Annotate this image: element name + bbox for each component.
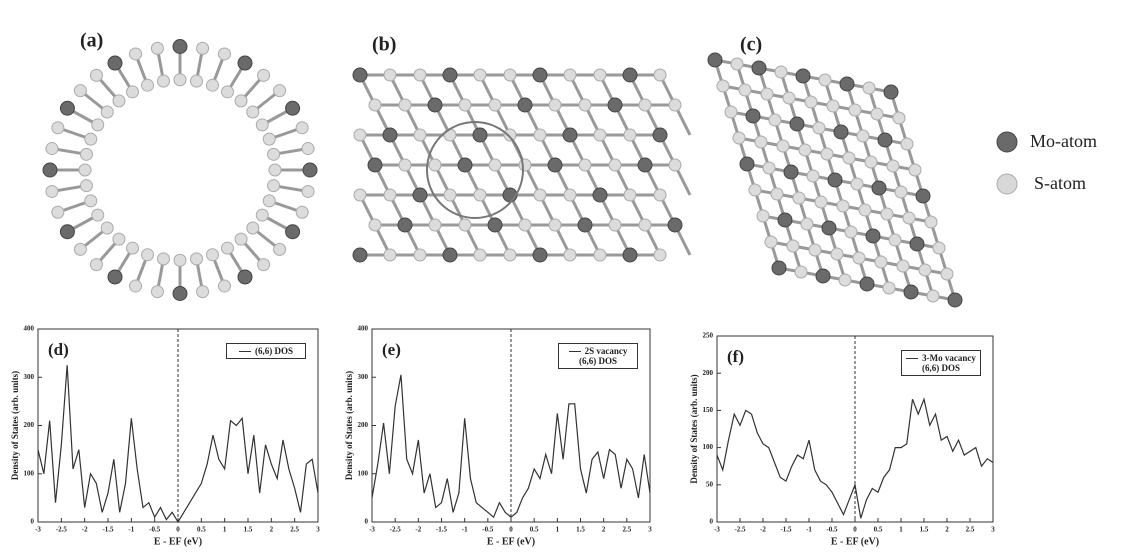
y-tick-label: 250 xyxy=(703,332,714,340)
x-tick-label: -2 xyxy=(760,526,766,534)
x-tick-label: 1 xyxy=(899,526,903,534)
legend-swatch xyxy=(239,351,251,352)
x-axis-label: E - EF (eV) xyxy=(831,536,879,547)
x-tick-label: -2.5 xyxy=(734,526,746,534)
y-tick-label: 200 xyxy=(703,369,714,377)
y-axis-label: Density of States (arb. units) xyxy=(689,374,699,483)
x-tick-label: -1 xyxy=(806,526,812,534)
y-tick-label: 0 xyxy=(710,518,714,526)
figure: (a) (b) (c) Mo-atom S-atom 0100200300400… xyxy=(0,0,1123,555)
chart-label: (f) xyxy=(727,347,744,366)
dos-chart: 0 50 100 150 200 250 -3 -2.5 -2 -1.5 -1 -0.5 0 0.5 1 1.… xyxy=(0,0,1123,555)
x-tick-label: -3 xyxy=(714,526,720,534)
legend-label: 3-Mo vacancy (6,6) DOS xyxy=(922,353,976,373)
legend-box: (6,6) DOS xyxy=(226,343,306,359)
x-tick-label: 1.5 xyxy=(920,526,929,534)
x-tick-label: 3 xyxy=(991,526,995,534)
legend-label: 2S vacancy (6,6) DOS xyxy=(579,346,627,366)
x-tick-label: -1.5 xyxy=(780,526,792,534)
legend-box: 2S vacancy (6,6) DOS xyxy=(558,343,638,369)
x-tick-label: 2.5 xyxy=(966,526,975,534)
legend-box: 3-Mo vacancy (6,6) DOS xyxy=(901,350,981,376)
y-tick-label: 50 xyxy=(706,480,714,488)
y-tick-label: 150 xyxy=(703,406,714,414)
x-tick-label: -0.5 xyxy=(826,526,838,534)
legend-label: (6,6) DOS xyxy=(255,346,293,356)
x-tick-label: 0 xyxy=(853,526,857,534)
x-tick-label: 0.5 xyxy=(874,526,883,534)
y-tick-label: 100 xyxy=(703,443,714,451)
x-tick-label: 2 xyxy=(945,526,949,534)
legend-swatch xyxy=(906,358,918,359)
legend-swatch xyxy=(569,351,581,352)
